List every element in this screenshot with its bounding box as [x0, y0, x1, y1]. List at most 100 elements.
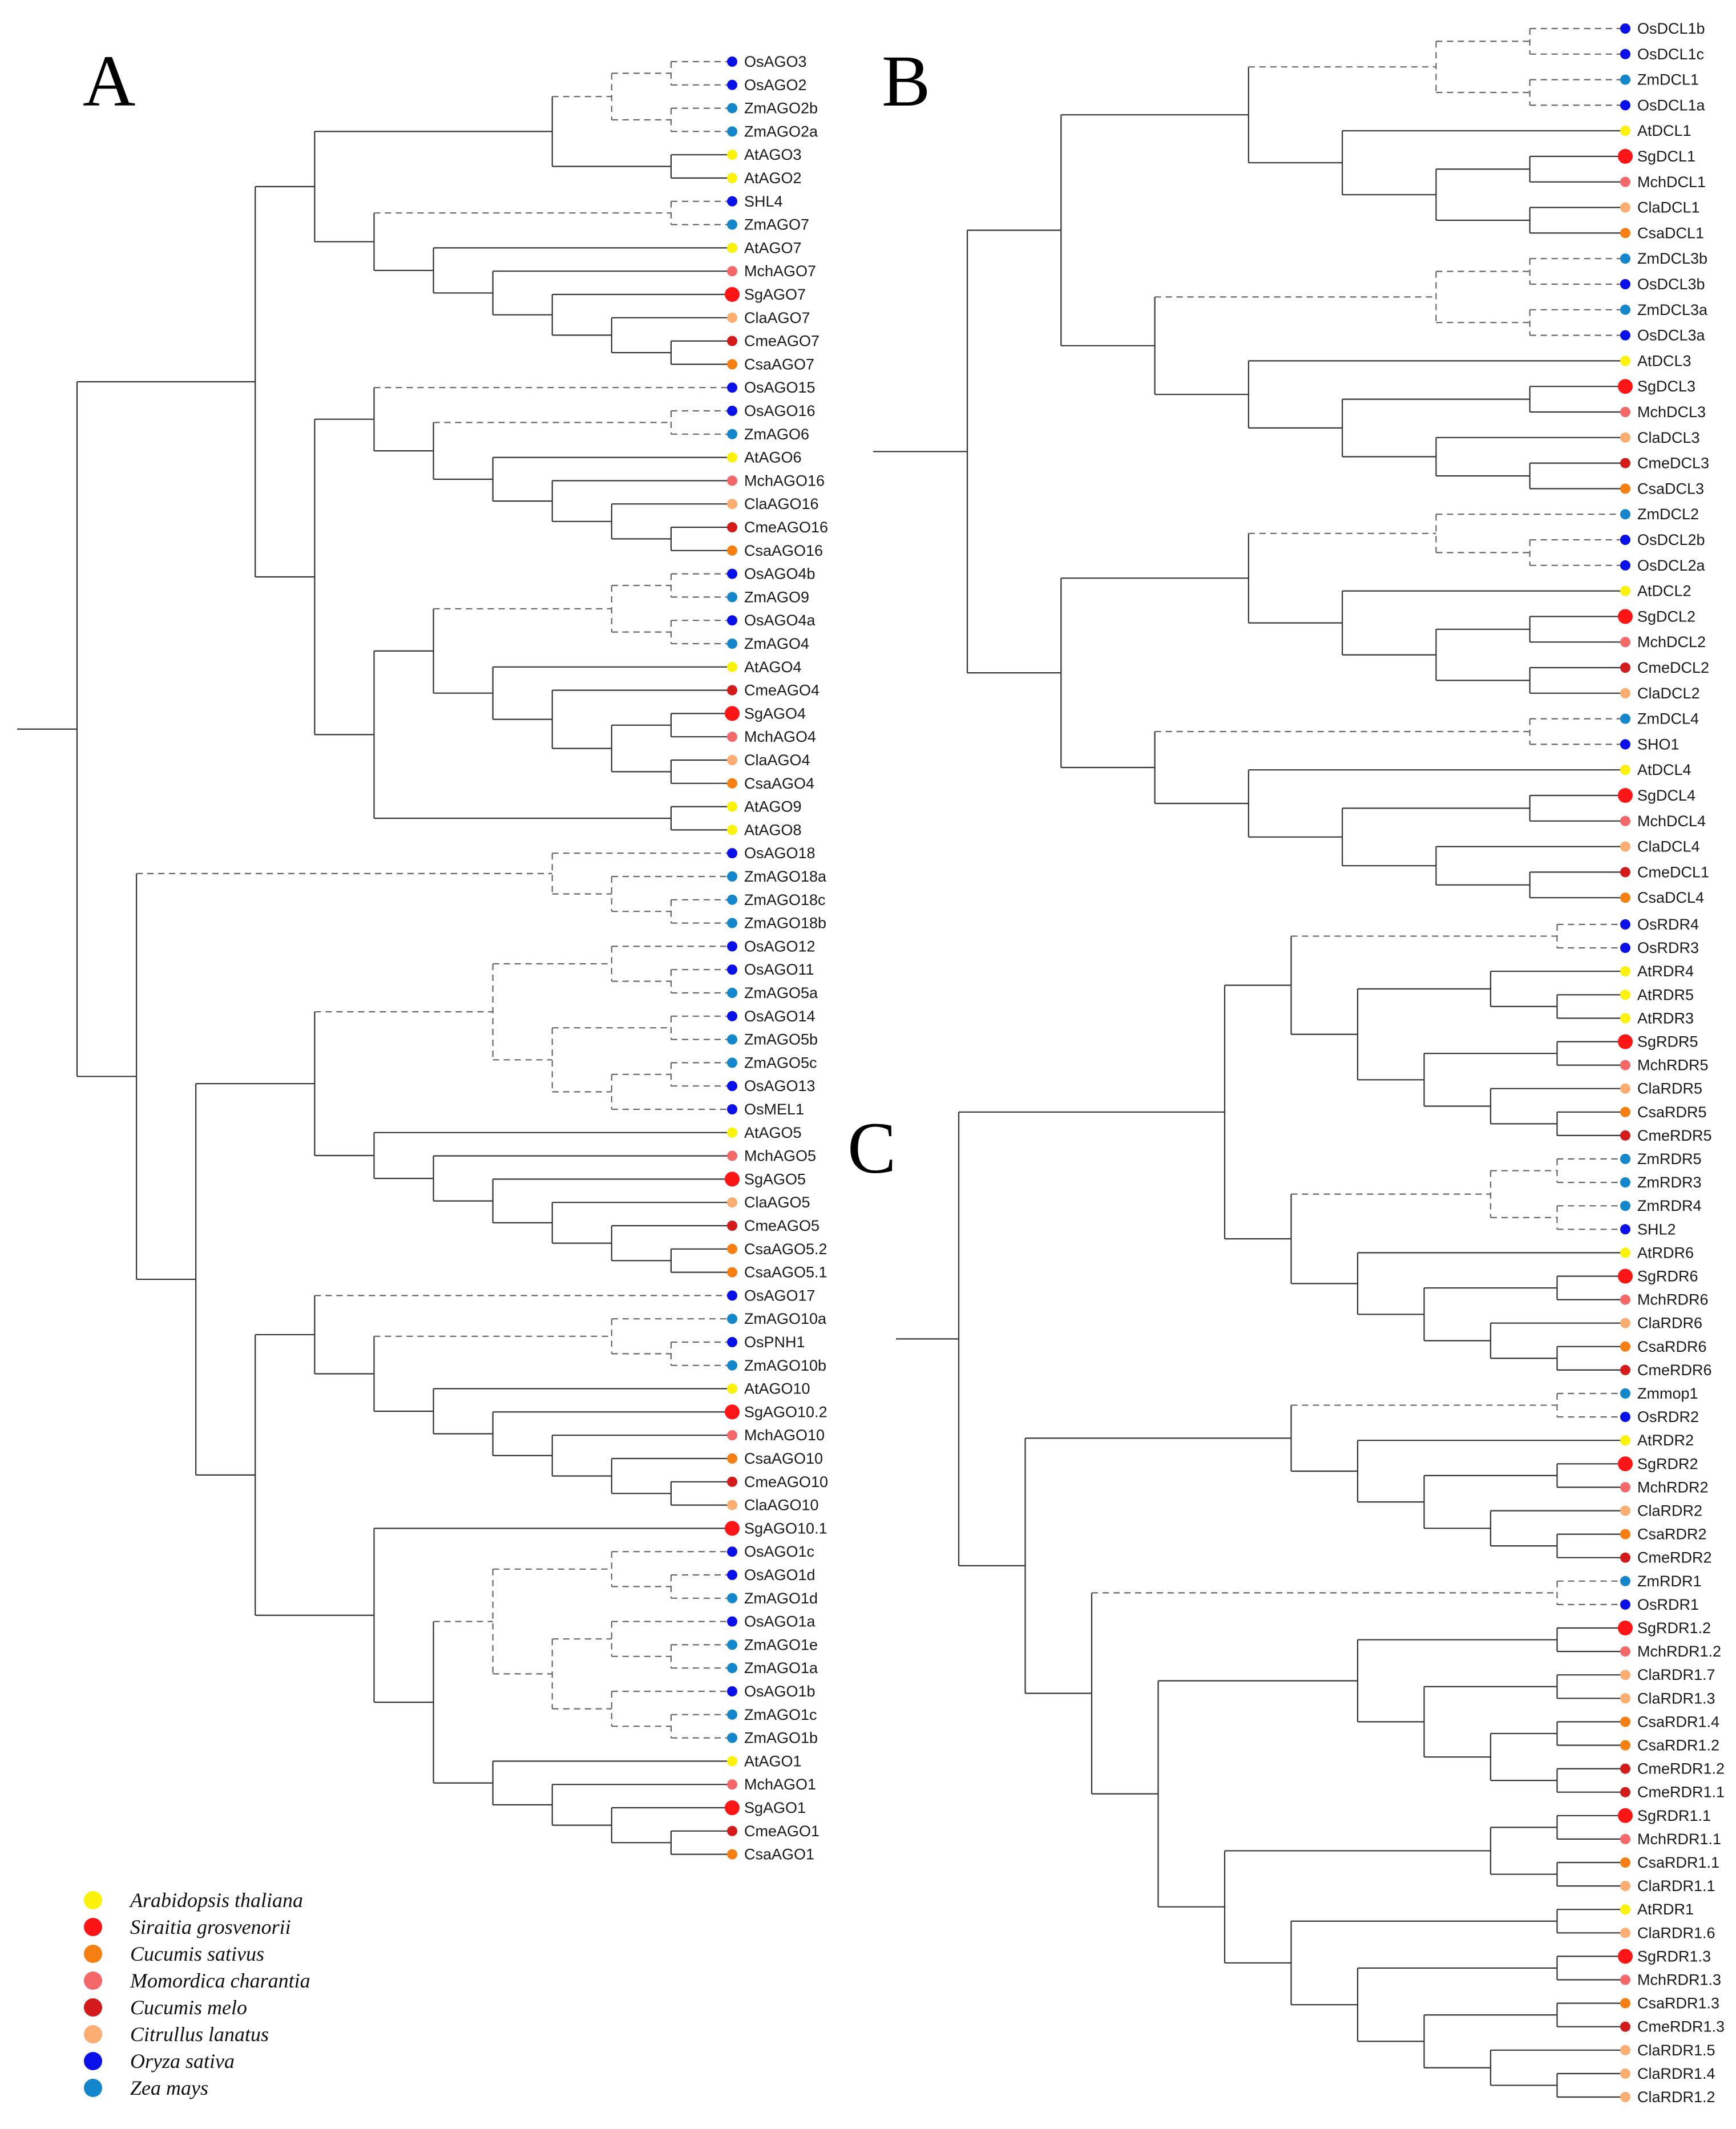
gene-label: ClaAGO5 [744, 1194, 810, 1211]
species-marker [727, 778, 737, 789]
species-marker [727, 429, 737, 439]
species-marker [1618, 788, 1633, 803]
gene-label: AtAGO10 [744, 1380, 810, 1397]
gene-label: MchDCL3 [1637, 403, 1706, 421]
legend-label: Zea mays [130, 2077, 208, 2099]
gene-label: OsAGO14 [744, 1008, 815, 1025]
species-marker [1620, 1341, 1630, 1352]
gene-label: CmeAGO7 [744, 333, 819, 350]
species-marker [1620, 2021, 1630, 2032]
species-marker [1620, 1106, 1630, 1117]
gene-label: CsaDCL4 [1637, 889, 1704, 906]
gene-label: AtRDR3 [1637, 1009, 1694, 1027]
gene-label: OsAGO4b [744, 565, 815, 583]
legend-label: Siraitia grosvenorii [130, 1916, 291, 1938]
legend-swatch [84, 1972, 102, 1990]
species-marker [725, 1800, 740, 1815]
species-marker [1620, 662, 1630, 673]
species-marker [727, 988, 737, 998]
species-marker [1620, 739, 1630, 750]
species-marker [1620, 989, 1630, 1000]
gene-label: AtAGO5 [744, 1124, 802, 1141]
species-marker [727, 1127, 737, 1138]
species-marker [727, 1593, 737, 1603]
species-marker [727, 1267, 737, 1278]
species-marker [727, 173, 737, 183]
gene-label: ZmRDR5 [1637, 1150, 1702, 1167]
gene-label: SgRDR6 [1637, 1268, 1698, 1285]
gene-label: MchDCL4 [1637, 813, 1706, 830]
gene-label: ZmAGO1b [744, 1730, 818, 1747]
species-marker [727, 499, 737, 510]
gene-label: AtAGO2 [744, 169, 802, 187]
gene-label: CsaRDR1.1 [1637, 1854, 1719, 1871]
gene-label: AtAGO6 [744, 449, 802, 466]
species-marker [727, 615, 737, 626]
gene-label: OsMEL1 [744, 1101, 804, 1118]
species-marker [727, 243, 737, 253]
gene-label: MchDCL1 [1637, 173, 1706, 191]
gene-label: MchAGO10 [744, 1427, 825, 1444]
gene-label: ClaRDR1.2 [1637, 2088, 1715, 2106]
gene-label: OsDCL2b [1637, 531, 1705, 548]
gene-label: OsAGO2 [744, 76, 807, 94]
gene-label: ClaAGO10 [744, 1497, 819, 1514]
gene-label: OsDCL3b [1637, 276, 1705, 293]
gene-label: CmeAGO16 [744, 519, 828, 536]
gene-label: SgAGO10.1 [744, 1520, 827, 1537]
species-marker [1620, 535, 1630, 545]
gene-label: CsaRDR1.2 [1637, 1737, 1719, 1754]
gene-label: SgAGO1 [744, 1799, 806, 1816]
gene-label: AtRDR1 [1637, 1901, 1694, 1918]
species-marker [727, 1221, 737, 1231]
panel-letter-a: A [83, 41, 135, 122]
species-marker [1620, 304, 1630, 315]
gene-label: MchAGO7 [744, 262, 816, 280]
species-marker [1620, 1318, 1630, 1328]
gene-label: SgAGO5 [744, 1170, 806, 1187]
gene-label: AtDCL4 [1637, 761, 1691, 778]
species-marker [1620, 279, 1630, 289]
species-marker [1620, 841, 1630, 852]
gene-label: MchAGO16 [744, 472, 825, 489]
species-marker [727, 475, 737, 486]
gene-label: CmeAGO1 [744, 1823, 819, 1840]
gene-label: OsRDR4 [1637, 916, 1699, 933]
gene-label: ClaRDR1.4 [1637, 2065, 1715, 2082]
gene-label: SgRDR1.1 [1637, 1807, 1711, 1824]
species-marker [727, 894, 737, 905]
species-marker [727, 1430, 737, 1441]
species-marker [727, 1546, 737, 1557]
species-marker [1620, 1388, 1630, 1399]
species-marker [727, 964, 737, 975]
species-marker [1618, 1949, 1633, 1964]
gene-label: SgDCL2 [1637, 608, 1695, 625]
species-marker [1620, 1693, 1630, 1704]
panel-letter-c: C [847, 1108, 896, 1189]
species-marker [1620, 1998, 1630, 2009]
gene-label: AtAGO4 [744, 659, 802, 676]
gene-label: SgDCL1 [1637, 148, 1695, 165]
species-marker [1618, 1034, 1633, 1049]
gene-label: OsAGO3 [744, 53, 807, 70]
species-marker [1620, 253, 1630, 264]
species-marker [727, 1081, 737, 1092]
gene-label: CmeDCL2 [1637, 659, 1709, 676]
species-marker [727, 1243, 737, 1254]
species-marker [1620, 688, 1630, 698]
species-marker [1620, 2092, 1630, 2102]
gene-label: SgDCL3 [1637, 378, 1695, 395]
species-marker [1620, 1928, 1630, 1938]
species-marker [727, 848, 737, 859]
species-marker [727, 1383, 737, 1394]
gene-label: SgRDR5 [1637, 1033, 1698, 1051]
gene-label: MchAGO1 [744, 1776, 816, 1793]
legend-swatch [84, 1891, 102, 1909]
species-marker [1620, 1763, 1630, 1774]
tree-panel-b: OsDCL1b OsDCL1c ZmDCL1 OsDCL1a AtDCL1 SgDCL1 M… [873, 20, 1709, 906]
gene-label: ZmAGO1d [744, 1590, 818, 1607]
legend-label: Cucumis melo [130, 1996, 247, 2019]
species-marker [727, 1709, 737, 1720]
legend-swatch [84, 1998, 102, 2017]
